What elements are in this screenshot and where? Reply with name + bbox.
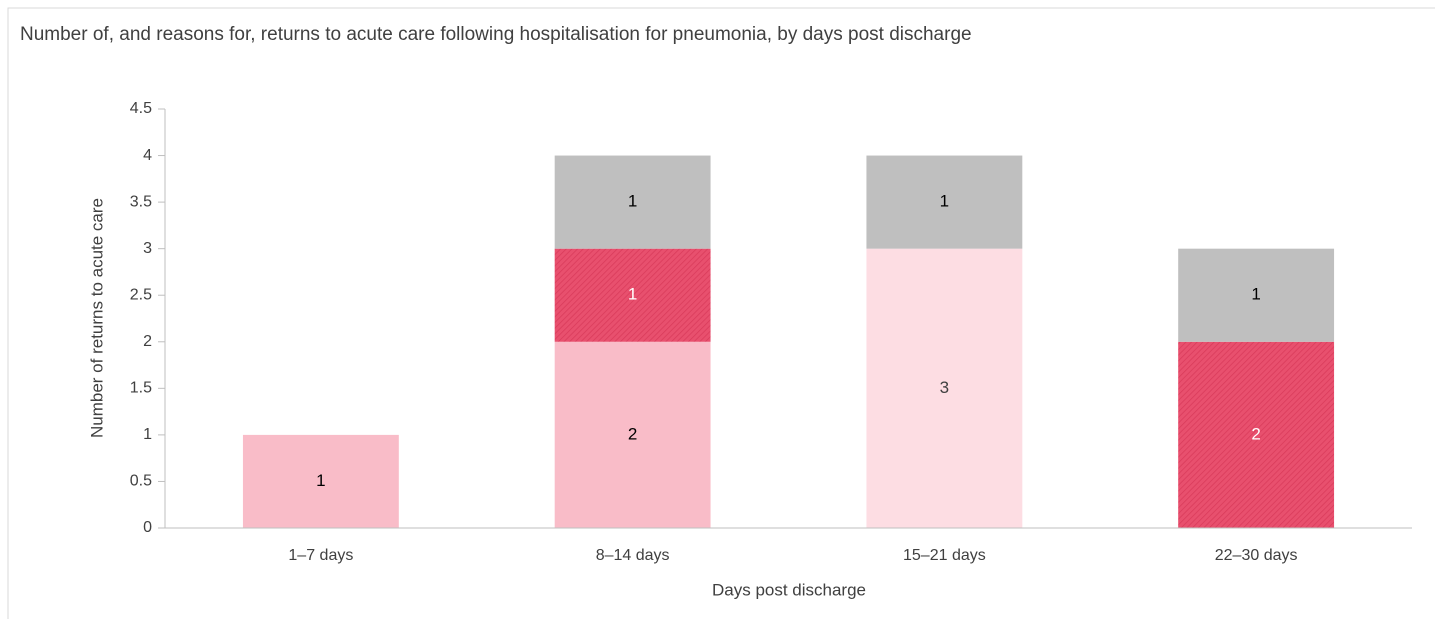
y-tick-label: 0.5 xyxy=(130,473,152,490)
y-tick-label: 1.5 xyxy=(130,380,152,397)
data-label: 3 xyxy=(940,378,949,397)
data-label: 1 xyxy=(316,471,325,490)
chart-title: Number of, and reasons for, returns to a… xyxy=(20,24,972,45)
bar-segment xyxy=(866,248,1023,528)
data-label: 1 xyxy=(940,192,949,211)
x-tick-label: 8–14 days xyxy=(596,547,670,564)
y-tick-label: 1 xyxy=(143,426,152,443)
y-tick-label: 2 xyxy=(143,333,152,350)
y-tick-label: 4 xyxy=(143,147,152,164)
data-label: 2 xyxy=(1251,424,1260,443)
y-tick-label: 3.5 xyxy=(130,193,152,210)
y-tick-label: 2.5 xyxy=(130,286,152,303)
x-axis-title: Days post discharge xyxy=(712,580,866,599)
y-tick-label: 0 xyxy=(143,519,152,536)
bar-segment xyxy=(554,248,711,342)
bar-segment xyxy=(1178,248,1335,342)
y-tick-label: 3 xyxy=(143,240,152,257)
bar-segment xyxy=(1178,341,1335,528)
data-label: 1 xyxy=(628,285,637,304)
bar-segment xyxy=(242,434,399,528)
data-label: 2 xyxy=(628,424,637,443)
x-tick-label: 22–30 days xyxy=(1215,547,1298,564)
bar-segment xyxy=(554,341,711,528)
x-tick-label: 15–21 days xyxy=(903,547,986,564)
y-tick-label: 4.5 xyxy=(130,100,152,117)
data-label: 1 xyxy=(628,192,637,211)
bar-segment xyxy=(866,155,1023,249)
data-label: 1 xyxy=(1251,285,1260,304)
x-tick-label: 1–7 days xyxy=(288,547,353,564)
bar-segment xyxy=(554,155,711,249)
frame xyxy=(7,7,1435,624)
y-axis-title: Number of returns to acute care xyxy=(87,198,106,438)
